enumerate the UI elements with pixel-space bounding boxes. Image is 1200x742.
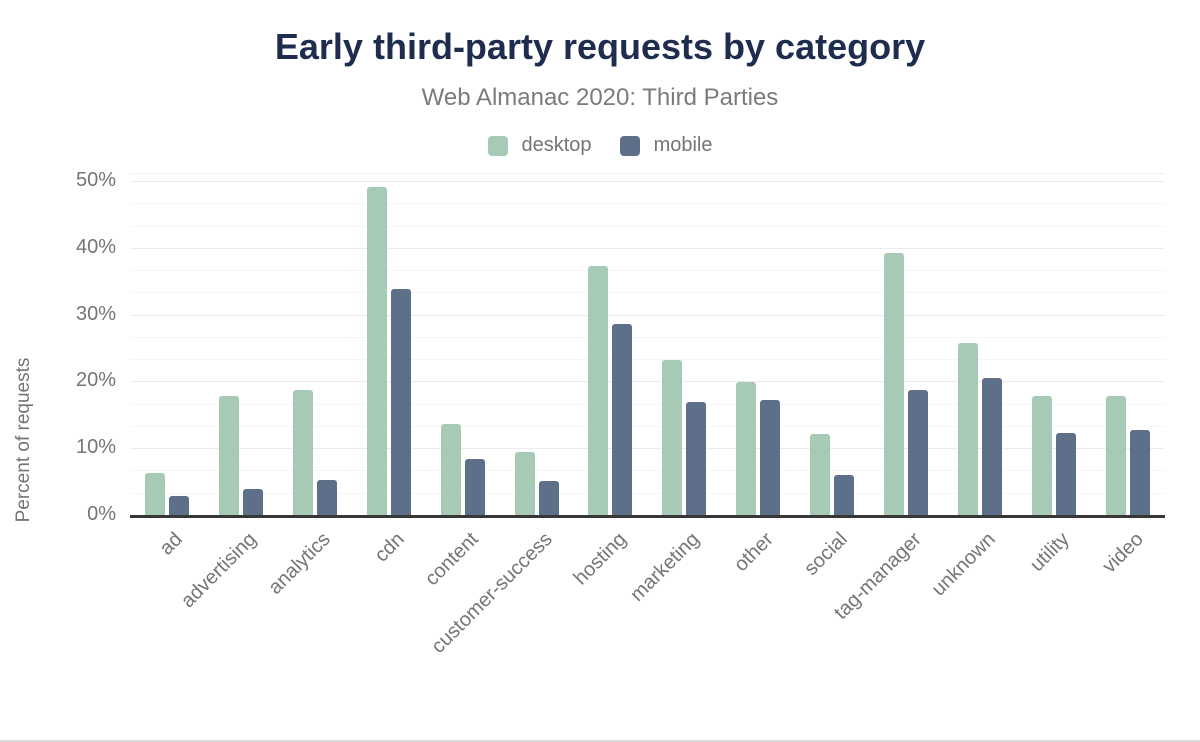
gridline [130, 359, 1165, 361]
chart-legend: desktop mobile [0, 134, 1200, 157]
category-group-ad [130, 174, 204, 516]
bar-desktop-analytics [292, 389, 313, 516]
gridline [130, 336, 1165, 338]
legend-label-mobile: mobile [653, 134, 713, 156]
bar-desktop-cdn [366, 186, 387, 516]
category-group-other [721, 174, 795, 516]
x-tick-label-other: other [730, 528, 779, 577]
y-tick-label: 50% [75, 169, 116, 192]
x-axis-tick-labels: ad advertising analytics cdn content customer… [130, 524, 1165, 724]
category-group-advertising [204, 174, 278, 516]
y-axis-tick-labels: 0% 10% 20% 30% 40% 50% [0, 169, 116, 524]
bar-desktop-content [440, 423, 461, 516]
gridline [130, 203, 1165, 205]
x-tick-label-utility: utility [1026, 528, 1074, 577]
legend-item-mobile: mobile [619, 134, 713, 157]
bar-mobile-customer-success [538, 480, 559, 516]
y-tick-label: 30% [75, 302, 116, 325]
y-tick-label: 20% [75, 369, 116, 392]
x-tick-label-advertising: advertising [176, 528, 261, 613]
bar-mobile-cdn [390, 288, 411, 516]
legend-label-desktop: desktop [521, 134, 592, 156]
bars [130, 174, 1165, 516]
category-group-marketing [647, 174, 721, 516]
y-tick-label: 40% [75, 235, 116, 258]
x-axis-line [130, 515, 1165, 518]
bar-desktop-video [1105, 396, 1126, 516]
bar-mobile-utility [1056, 432, 1077, 516]
gridline [130, 381, 1165, 383]
legend-item-desktop: desktop [487, 134, 592, 157]
bar-desktop-other [736, 382, 757, 516]
category-group-social [795, 174, 869, 516]
gridline [130, 292, 1165, 294]
gridline [130, 314, 1165, 316]
bar-mobile-video [1129, 429, 1150, 516]
gridline [130, 181, 1165, 183]
category-group-cdn [352, 174, 426, 516]
gridline [130, 270, 1165, 272]
category-group-video [1091, 174, 1165, 516]
bar-desktop-hosting [588, 265, 609, 516]
mobile-swatch-icon [619, 135, 640, 156]
bar-mobile-marketing [686, 402, 707, 516]
category-group-analytics [278, 174, 352, 516]
x-tick-label-content: content [420, 528, 483, 591]
gridline [130, 448, 1165, 450]
gridline [130, 425, 1165, 427]
gridline [130, 403, 1165, 405]
y-tick-label: 10% [75, 436, 116, 459]
bar-mobile-tag-manager [908, 390, 929, 516]
y-tick-label: 0% [87, 503, 116, 525]
bar-mobile-unknown [982, 378, 1003, 516]
x-tick-label-marketing: marketing [626, 528, 705, 606]
x-tick-label-hosting: hosting [569, 528, 631, 590]
gridline [130, 470, 1165, 472]
chart-subtitle: Web Almanac 2020: Third Parties [421, 84, 779, 111]
bar-desktop-customer-success [514, 451, 535, 516]
category-group-tag-manager [869, 174, 943, 516]
category-group-utility [1017, 174, 1091, 516]
x-tick-label-cdn: cdn [370, 528, 409, 567]
bar-mobile-social [834, 474, 855, 516]
x-tick-label-social: social [800, 528, 853, 580]
category-group-customer-success [500, 174, 574, 516]
gridline [130, 247, 1165, 249]
x-tick-label-video: video [1098, 528, 1148, 578]
bar-desktop-social [810, 433, 831, 516]
x-tick-label-unknown: unknown [927, 528, 1000, 601]
bar-desktop-utility [1032, 396, 1053, 516]
x-tick-label-analytics: analytics [264, 528, 335, 599]
bar-mobile-other [760, 400, 781, 516]
category-group-content [426, 174, 500, 516]
bar-mobile-hosting [612, 324, 633, 516]
bar-mobile-analytics [316, 479, 337, 516]
gridline [130, 492, 1165, 494]
desktop-swatch-icon [487, 135, 508, 156]
bar-desktop-tag-manager [884, 252, 905, 516]
plot-area [130, 173, 1165, 518]
bar-desktop-marketing [662, 360, 683, 516]
gridline [130, 225, 1165, 227]
category-group-unknown [943, 174, 1017, 516]
bar-mobile-content [464, 458, 485, 516]
chart-title: Early third-party requests by category [274, 26, 926, 67]
bar-desktop-ad [144, 472, 165, 516]
bar-desktop-advertising [218, 396, 239, 516]
bar-desktop-unknown [958, 343, 979, 516]
bar-mobile-ad [168, 495, 189, 516]
x-tick-label-ad: ad [155, 528, 187, 560]
category-group-hosting [574, 174, 648, 516]
bar-mobile-advertising [242, 488, 263, 516]
